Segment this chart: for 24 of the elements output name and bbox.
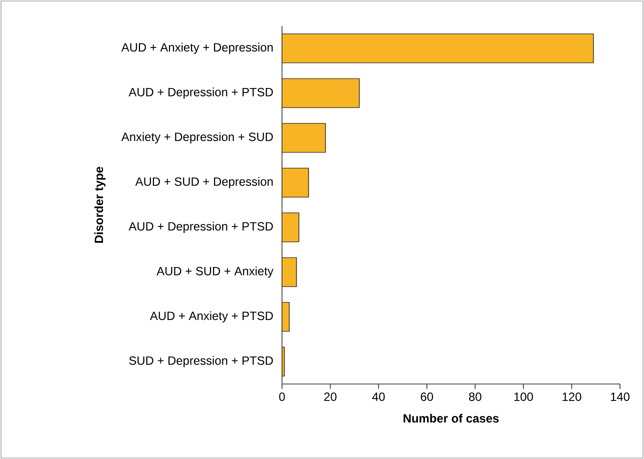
bar — [282, 34, 594, 64]
x-tick-label: 0 — [279, 392, 285, 401]
x-tick-label: 40 — [372, 392, 385, 401]
bar — [282, 257, 297, 287]
bar — [282, 212, 300, 242]
x-tick-label: 120 — [562, 392, 582, 401]
x-tick-label: 60 — [420, 392, 434, 401]
bar — [282, 78, 360, 108]
y-tick-label: AUD + Depression + PTSD — [128, 222, 273, 233]
y-axis-title: Disorder type — [94, 166, 106, 243]
x-tick-label: 20 — [324, 392, 336, 401]
x-axis-title: Number of cases — [404, 414, 499, 423]
bar — [282, 123, 326, 153]
y-tick-label: SUD + Depression + PTSD — [129, 356, 273, 368]
y-tick-label: AUD + Anxiety + Depression — [121, 42, 273, 54]
y-tick-label: AUD + Anxiety + PTSD — [150, 311, 273, 322]
x-tick-label: 80 — [469, 392, 482, 401]
x-tick-label: 140 — [610, 392, 630, 401]
y-tick-label: AUD + SUD + Anxiety — [156, 266, 274, 278]
bar — [282, 168, 309, 198]
y-tick-label: AUD + Depression + PTSD — [128, 88, 273, 99]
y-tick-label: AUD + SUD + Depression — [135, 177, 273, 188]
y-tick-label: Anxiety + Depression + SUD — [121, 132, 273, 144]
x-tick-label: 100 — [514, 392, 533, 401]
